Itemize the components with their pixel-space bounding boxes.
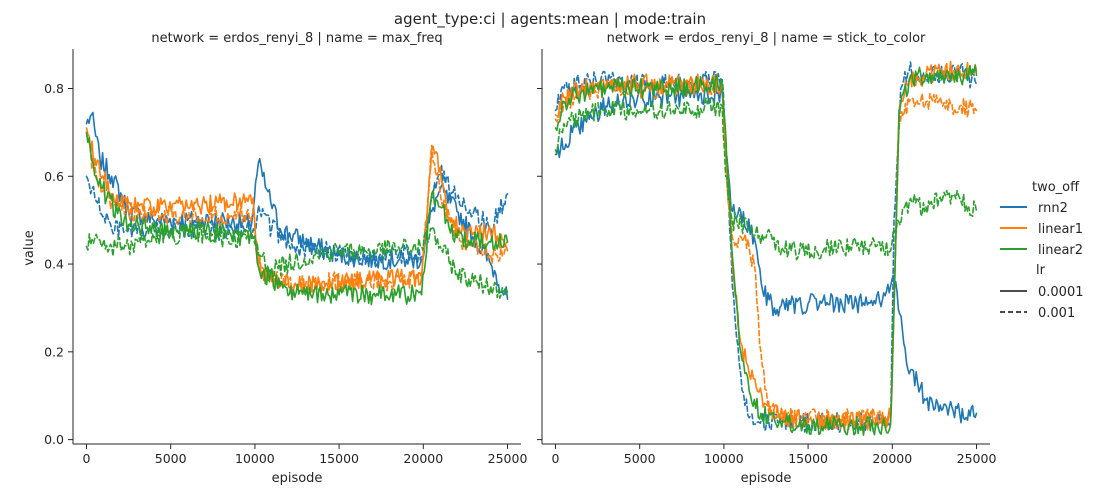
- series-line-linear2-lr-0.0001: [554, 64, 978, 436]
- series-line-rnn2-lr-0.0001: [554, 83, 978, 424]
- series-line-linear2-lr-0.001: [85, 224, 509, 299]
- legend-label: linear1: [1038, 222, 1083, 237]
- x-tick-label: 20000: [403, 451, 443, 466]
- series-line-linear2-lr-0.001: [554, 97, 978, 261]
- panel-max-freq: network = erdos_renyi_8 | name = max_fre…: [22, 31, 527, 486]
- legend-item-lr-0.0001: 0.0001: [1000, 285, 1084, 300]
- y-tick-label: 0.6: [44, 169, 64, 184]
- panel-title: network = erdos_renyi_8 | name = stick_t…: [607, 31, 926, 46]
- series-line-linear2-lr-0.0001: [85, 131, 509, 306]
- y-axis-label: value: [22, 230, 37, 266]
- x-tick-label: 0: [551, 451, 559, 466]
- x-tick-label: 5000: [155, 451, 187, 466]
- x-tick-label: 20000: [872, 451, 912, 466]
- legend-item-linear1: linear1: [1000, 222, 1083, 237]
- legend: two_off rnn2 linear1 linear2 lr 0.0001 0…: [1000, 180, 1084, 321]
- figure-suptitle: agent_type:ci | agents:mean | mode:train: [394, 10, 706, 29]
- x-axis-label: episode: [741, 471, 792, 486]
- y-tick-label: 0.2: [44, 344, 64, 359]
- panel-title: network = erdos_renyi_8 | name = max_fre…: [151, 31, 442, 46]
- y-tick-label: 0.4: [44, 257, 64, 272]
- x-tick-label: 10000: [704, 451, 744, 466]
- x-tick-label: 5000: [624, 451, 656, 466]
- legend-label: 0.0001: [1038, 285, 1084, 300]
- x-axis-label: episode: [272, 471, 323, 486]
- x-tick-label: 25000: [488, 451, 528, 466]
- legend-hue-title: two_off: [1032, 180, 1080, 195]
- legend-label: linear2: [1038, 243, 1083, 258]
- x-tick-label: 15000: [788, 451, 828, 466]
- y-tick-label: 0.8: [44, 81, 64, 96]
- x-tick-label: 0: [82, 451, 90, 466]
- x-tick-label: 10000: [235, 451, 275, 466]
- panel-stick-to-color: network = erdos_renyi_8 | name = stick_t…: [537, 31, 996, 486]
- legend-style-title: lr: [1036, 263, 1046, 278]
- x-tick-label: 15000: [319, 451, 359, 466]
- legend-label: rnn2: [1038, 201, 1068, 216]
- series-line-rnn2-lr-0.001: [85, 163, 509, 266]
- legend-label: 0.001: [1038, 306, 1075, 321]
- legend-item-lr-0.001: 0.001: [1000, 306, 1075, 321]
- legend-item-linear2: linear2: [1000, 243, 1083, 258]
- x-tick-label: 25000: [957, 451, 997, 466]
- y-tick-label: 0.0: [44, 432, 64, 447]
- legend-item-rnn2: rnn2: [1000, 201, 1068, 216]
